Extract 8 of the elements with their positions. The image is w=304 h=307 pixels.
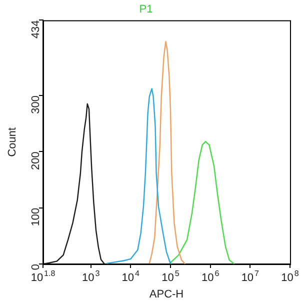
y-axis-title: Count xyxy=(6,127,19,157)
y-tick-label: 0 xyxy=(30,264,42,270)
y-tick-label: 300 xyxy=(30,95,42,114)
y-tick-label: 434 xyxy=(30,20,42,39)
chart-title: P1 xyxy=(139,4,153,16)
y-tick-label: 200 xyxy=(30,152,42,170)
x-axis-title: APC-H xyxy=(149,288,184,300)
y-tick-label: 100 xyxy=(30,208,42,226)
